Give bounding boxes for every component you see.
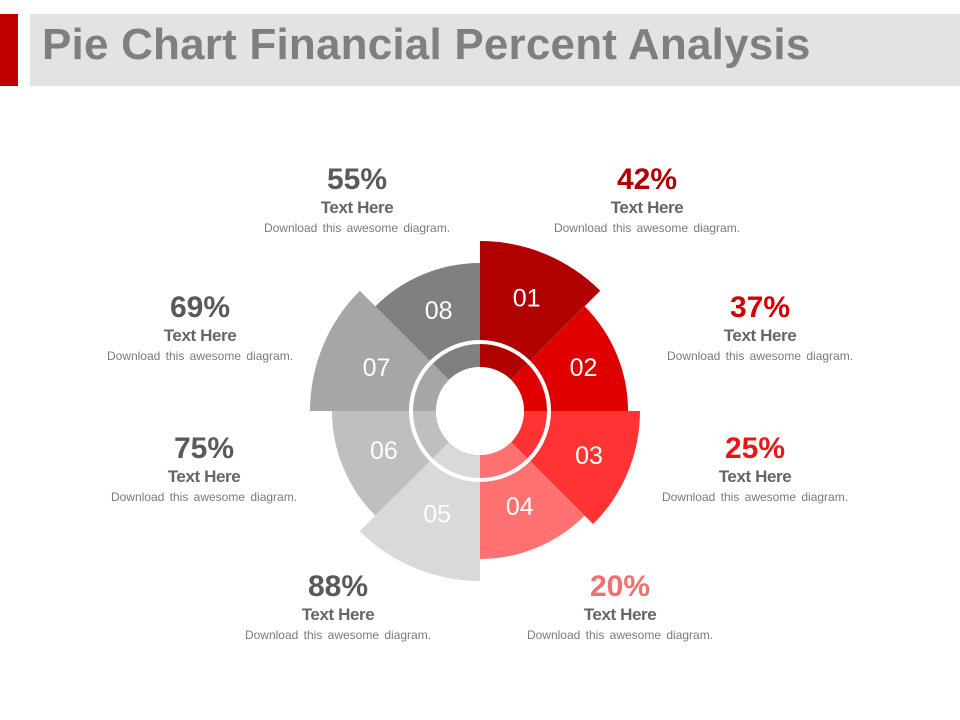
segment-number-07: 07 [363, 354, 391, 382]
segment-07 [310, 290, 449, 411]
description-05: Download this awesome diagram. [244, 628, 432, 642]
percent-02: 37% [729, 291, 791, 324]
segment-06 [332, 411, 449, 516]
segment-04 [480, 442, 585, 559]
description-04: Download this awesome diagram. [526, 628, 714, 642]
center-hole [436, 367, 524, 455]
percent-03: 25% [724, 432, 786, 465]
description-02: Download this awesome diagram. [666, 349, 854, 363]
heading-06: Text Here [167, 467, 241, 486]
segment-08 [375, 263, 480, 380]
heading-08: Text Here [320, 198, 394, 217]
description-08: Download this awesome diagram. [263, 221, 451, 235]
heading-04: Text Here [583, 605, 657, 624]
segment-number-08: 08 [425, 297, 453, 325]
label-block-07: 69% Text Here Download this awesome diag… [60, 291, 340, 365]
segment-05 [359, 442, 480, 581]
label-block-06: 75% Text Here Download this awesome diag… [64, 432, 344, 506]
segment-number-04: 04 [506, 493, 534, 521]
label-block-04: 20% Text Here Download this awesome diag… [480, 570, 760, 644]
title-band: Pie Chart Financial Percent Analysis [30, 14, 960, 86]
description-03: Download this awesome diagram. [661, 490, 849, 504]
heading-03: Text Here [718, 467, 792, 486]
segment-number-06: 06 [370, 437, 398, 465]
page-title: Pie Chart Financial Percent Analysis [42, 20, 811, 69]
segment-number-01: 01 [513, 284, 541, 312]
segment-number-02: 02 [570, 354, 598, 382]
percent-08: 55% [326, 163, 388, 196]
label-block-08: 55% Text Here Download this awesome diag… [217, 163, 497, 237]
segment-01 [480, 241, 601, 380]
segment-number-03: 03 [575, 442, 603, 470]
percent-07: 69% [169, 291, 231, 324]
title-accent-bar [0, 14, 18, 86]
label-block-02: 37% Text Here Download this awesome diag… [620, 291, 900, 365]
label-block-03: 25% Text Here Download this awesome diag… [615, 432, 895, 506]
heading-02: Text Here [723, 326, 797, 345]
label-block-01: 42% Text Here Download this awesome diag… [507, 163, 787, 237]
segment-number-05: 05 [423, 500, 451, 528]
heading-07: Text Here [163, 326, 237, 345]
heading-05: Text Here [301, 605, 375, 624]
percent-06: 75% [173, 432, 235, 465]
description-01: Download this awesome diagram. [553, 221, 741, 235]
percent-01: 42% [616, 163, 678, 196]
percent-05: 88% [307, 570, 369, 603]
segment-02 [511, 306, 628, 411]
percent-04: 20% [589, 570, 651, 603]
label-block-05: 88% Text Here Download this awesome diag… [198, 570, 478, 644]
inner-ring [409, 340, 551, 482]
description-07: Download this awesome diagram. [106, 349, 294, 363]
description-06: Download this awesome diagram. [110, 490, 298, 504]
heading-01: Text Here [610, 198, 684, 217]
